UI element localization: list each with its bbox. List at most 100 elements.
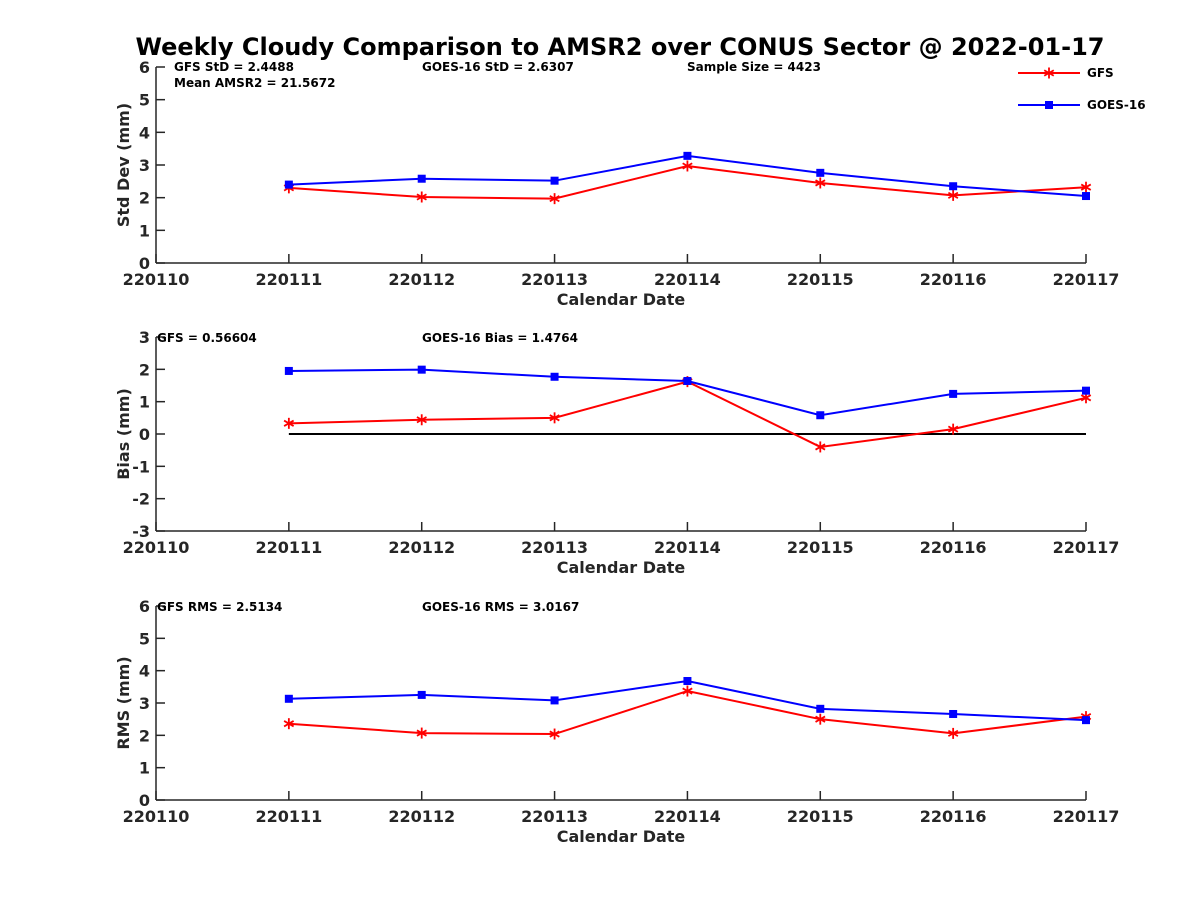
data-point-marker (1082, 716, 1090, 725)
data-point-marker (284, 366, 293, 375)
data-point-marker (682, 160, 693, 172)
data-point-marker (949, 389, 958, 398)
y-tick-label: 0 (139, 791, 150, 810)
data-point-marker (1080, 181, 1092, 193)
y-tick-label: -2 (132, 490, 150, 509)
data-point-marker (416, 727, 427, 739)
x-axis-label: Calendar Date (557, 558, 686, 577)
stat-annotation: Sample Size = 4423 (687, 60, 821, 74)
legend-item-gfs: GFS (1018, 66, 1114, 80)
data-point-marker (283, 417, 295, 429)
data-point-marker (1082, 386, 1090, 395)
y-tick-label: 3 (139, 328, 150, 347)
data-point-marker (949, 182, 958, 191)
y-tick-label: 3 (139, 694, 150, 713)
data-point-marker (947, 727, 959, 739)
x-tick-label: 220117 (1053, 270, 1120, 289)
data-point-marker (549, 728, 560, 740)
x-axis-label: Calendar Date (557, 827, 686, 846)
legend: GFS GOES-16 (1018, 66, 1146, 112)
x-tick-label: 220117 (1053, 538, 1120, 557)
stat-annotation: GFS = 0.56604 (157, 331, 257, 345)
y-tick-label: 4 (139, 662, 150, 681)
data-point-marker (550, 696, 559, 705)
x-axis-label: Calendar Date (557, 290, 686, 309)
x-tick-label: 220116 (920, 807, 987, 826)
x-tick-label: 220111 (255, 538, 322, 557)
y-tick-label: -3 (132, 522, 150, 541)
y-tick-label: 0 (139, 254, 150, 273)
legend-label: GFS (1087, 66, 1114, 80)
figure-title: Weekly Cloudy Comparison to AMSR2 over C… (136, 33, 1105, 61)
chart-panel-1: 220110 220111 220112 220113 220114 220115 2201… (114, 58, 1119, 309)
x-tick-label: 220110 (123, 538, 190, 557)
data-point-marker (549, 193, 560, 205)
data-point-marker (816, 168, 825, 177)
data-point-marker (682, 685, 693, 697)
y-axis-label: Bias (mm) (114, 388, 133, 480)
y-tick-label: 1 (139, 759, 150, 778)
x-tick-label: 220115 (787, 270, 854, 289)
data-point-marker (416, 414, 427, 426)
series-goes-16 (284, 677, 1090, 725)
y-tick-label: 4 (139, 123, 150, 142)
data-point-marker (417, 174, 426, 183)
data-point-marker (284, 180, 293, 189)
x-tick-label: 220113 (521, 270, 588, 289)
data-point-marker (815, 713, 826, 725)
y-tick-label: 1 (139, 221, 150, 240)
data-point-marker (284, 694, 293, 703)
data-point-marker (815, 177, 826, 189)
data-point-marker (947, 423, 959, 435)
data-point-marker (550, 372, 559, 381)
x-tick-label: 220117 (1053, 807, 1120, 826)
y-tick-label: 5 (139, 629, 150, 648)
data-point-marker (1045, 101, 1053, 109)
legend-label: GOES-16 (1087, 98, 1146, 112)
data-point-marker (417, 365, 426, 374)
y-tick-label: 5 (139, 91, 150, 110)
series-goes-16 (284, 365, 1090, 420)
data-point-marker (683, 376, 692, 385)
stat-annotation: GFS RMS = 2.5134 (157, 600, 282, 614)
x-tick-label: 220112 (388, 270, 455, 289)
data-point-marker (1082, 192, 1090, 201)
x-tick-label: 220116 (920, 270, 987, 289)
x-tick-label: 220115 (787, 807, 854, 826)
data-point-marker (683, 677, 692, 686)
legend-item-goes-16: GOES-16 (1018, 98, 1146, 112)
x-tick-label: 220110 (123, 807, 190, 826)
x-tick-label: 220113 (521, 538, 588, 557)
data-point-marker (815, 441, 826, 453)
data-point-marker (1043, 67, 1055, 79)
x-tick-label: 220114 (654, 807, 721, 826)
data-point-marker (416, 191, 427, 203)
x-tick-label: 220114 (654, 538, 721, 557)
y-tick-label: 0 (139, 425, 150, 444)
series-gfs (283, 160, 1092, 205)
x-tick-label: 220113 (521, 807, 588, 826)
y-tick-label: 2 (139, 726, 150, 745)
y-axis-label: Std Dev (mm) (114, 103, 133, 227)
y-tick-label: 1 (139, 393, 150, 412)
y-tick-label: 2 (139, 189, 150, 208)
data-point-marker (683, 151, 692, 160)
y-tick-label: 6 (139, 597, 150, 616)
stat-annotation: Mean AMSR2 = 21.5672 (174, 76, 335, 90)
x-tick-label: 220112 (388, 538, 455, 557)
y-tick-label: 2 (139, 360, 150, 379)
y-tick-label: -1 (132, 457, 150, 476)
chart-panel-3: 220110 220111 220112 220113 220114 220115 2201… (114, 597, 1119, 846)
x-tick-label: 220110 (123, 270, 190, 289)
x-tick-label: 220111 (255, 807, 322, 826)
data-point-marker (947, 189, 959, 201)
chart-panel-2: 220110 220111 220112 220113 220114 220115 2201… (114, 328, 1119, 577)
data-point-marker (283, 718, 295, 730)
x-tick-label: 220116 (920, 538, 987, 557)
x-tick-label: 220114 (654, 270, 721, 289)
data-point-marker (816, 411, 825, 420)
data-point-marker (816, 704, 825, 713)
x-tick-label: 220115 (787, 538, 854, 557)
x-tick-label: 220112 (388, 807, 455, 826)
